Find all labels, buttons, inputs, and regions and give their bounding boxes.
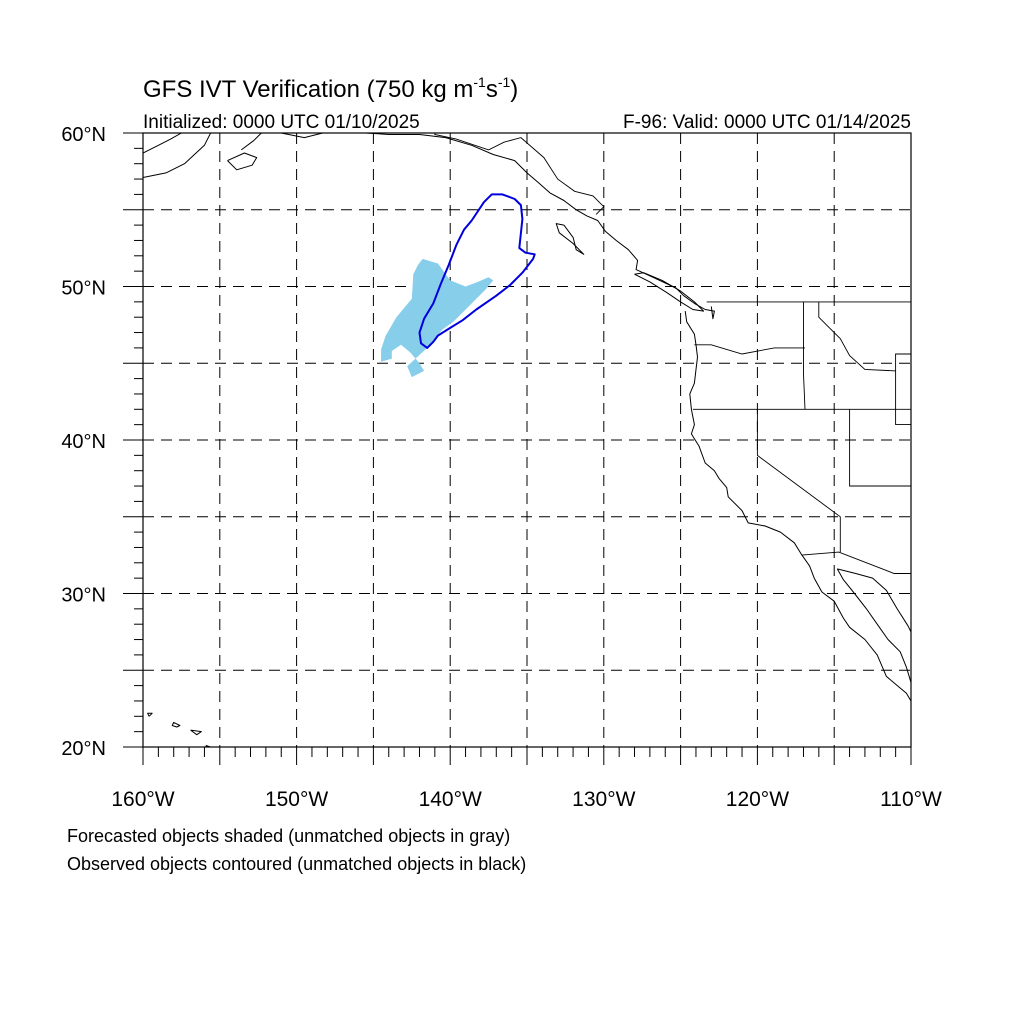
border-segment [895,353,911,426]
lat-label: 60°N [61,124,106,146]
axis-ticks [123,132,912,765]
lat-label: 20°N [61,738,106,760]
valid-time: F-96: Valid: 0000 UTC 01/14/2025 [623,112,911,133]
map-frame [142,132,912,748]
latitude-labels: 60°N 50°N 40°N 30°N 20°N [61,124,106,760]
coastline-segment [365,133,715,320]
coastline-segment [190,729,202,736]
border-segment [818,301,896,372]
coastline-segment [241,133,262,151]
border-segment [801,551,911,574]
longitude-labels: 160°W 150°W 140°W 130°W 120°W 110°W [111,788,942,811]
observed-ivt-contour [418,193,536,349]
lon-label: 120°W [726,788,789,811]
coastline-segment [837,568,911,633]
forecast-ivt-object [381,258,494,378]
coastlines [143,133,911,747]
coastline-segment [171,721,181,728]
lon-label: 150°W [265,788,328,811]
border-segment [434,133,605,215]
border-segment [849,409,911,487]
border-segment [756,409,841,553]
coastline-segment [143,133,182,154]
coastline-segment [281,133,323,139]
lat-label: 50°N [61,278,106,300]
footnote-observed: Observed objects contoured (unmatched ob… [67,854,526,874]
lon-label: 130°W [572,788,635,811]
lat-lon-grid [143,133,911,747]
border-segment [803,301,806,410]
coastline-segment [684,311,911,702]
coastline-segment [143,133,212,178]
coastline-segment [836,568,911,683]
footnote-forecast: Forecasted objects shaded (unmatched obj… [67,826,510,846]
lon-label: 110°W [880,788,942,811]
coastline-segment [634,272,705,312]
lon-label: 140°W [419,788,482,811]
lat-label: 30°N [61,585,106,607]
coastline-segment [147,712,153,717]
initialized-time: Initialized: 0000 UTC 01/10/2025 [143,112,420,133]
lon-label: 160°W [111,788,174,811]
political-borders [434,133,911,574]
map-title: GFS IVT Verification (750 kg m-1s-1) [143,74,518,103]
lat-label: 40°N [61,431,106,453]
coastline-segment [555,223,585,255]
border-segment [694,344,805,355]
coastline-segment [227,152,258,171]
